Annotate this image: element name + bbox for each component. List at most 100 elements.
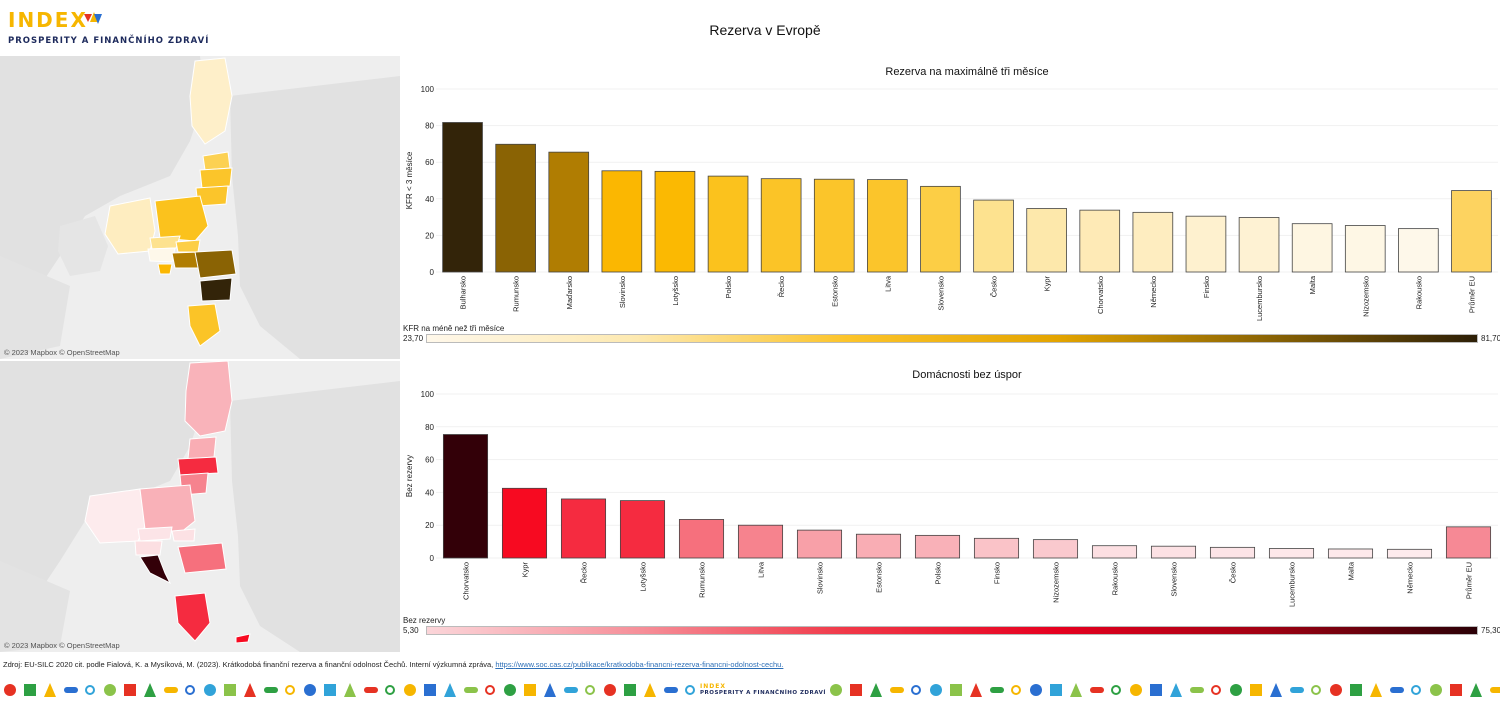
x-tick-label: Německo: [1149, 276, 1158, 308]
x-tick-label: Finsko: [1202, 276, 1211, 298]
x-tick-label: Slovensko: [936, 276, 945, 311]
x-tick-label: Řecko: [580, 562, 589, 583]
x-tick-label: Estonsko: [875, 562, 884, 593]
bar[interactable]: [1026, 208, 1067, 273]
bar[interactable]: [914, 534, 961, 559]
decor-bar: [1190, 687, 1204, 693]
bar[interactable]: [1209, 546, 1256, 559]
x-tick-label: Lotyšsko: [671, 276, 680, 306]
bar[interactable]: [619, 500, 666, 559]
y-tick-label: 60: [425, 158, 434, 167]
decor-triangle: [1270, 683, 1282, 697]
decor-ring: [1311, 685, 1321, 695]
bar[interactable]: [560, 498, 607, 559]
decor-triangle: [244, 683, 256, 697]
bar[interactable]: [1291, 223, 1333, 273]
decor-bar: [464, 687, 478, 693]
bar[interactable]: [678, 519, 725, 559]
source-text: Zdroj: EU-SILC 2020 cit. podle Fialová, …: [3, 660, 496, 669]
bar[interactable]: [973, 199, 1014, 273]
bar[interactable]: [442, 434, 489, 559]
bar[interactable]: [920, 185, 961, 273]
europe-map-top: [0, 56, 400, 359]
bar[interactable]: [1451, 190, 1492, 273]
bar[interactable]: [548, 151, 590, 273]
bar[interactable]: [1091, 545, 1138, 559]
bar[interactable]: [1079, 209, 1121, 273]
decor-ring: [285, 685, 295, 695]
bar[interactable]: [501, 487, 548, 559]
strip-logo: INDEX PROSPERITY A FINANČNÍHO ZDRAVÍ: [700, 683, 825, 699]
bar[interactable]: [1398, 228, 1439, 273]
decor-ring: [1111, 685, 1121, 695]
y-tick-label: 0: [430, 554, 435, 563]
decor-ring: [85, 685, 95, 695]
x-tick-label: Lotyšsko: [639, 562, 648, 592]
bar[interactable]: [1344, 225, 1386, 273]
x-tick-label: Malta: [1308, 275, 1317, 294]
y-tick-label: 20: [425, 231, 434, 240]
bar[interactable]: [1327, 548, 1374, 559]
y-tick-label: 40: [425, 195, 434, 204]
x-tick-label: Rakousko: [1414, 276, 1423, 309]
y-tick-label: 20: [425, 521, 434, 530]
bar[interactable]: [737, 524, 784, 559]
decor-ring: [585, 685, 595, 695]
bar[interactable]: [760, 178, 802, 273]
bar[interactable]: [1150, 545, 1197, 559]
bar[interactable]: [1238, 217, 1280, 273]
x-tick-label: Kypr: [521, 561, 530, 577]
decor-square: [24, 684, 36, 696]
y-axis-label: Bez rezervy: [405, 455, 414, 497]
x-tick-label: Finsko: [993, 562, 1002, 584]
bar[interactable]: [1268, 548, 1315, 559]
x-tick-label: Lucembursko: [1255, 276, 1264, 321]
bar[interactable]: [813, 178, 855, 273]
bar[interactable]: [495, 143, 536, 273]
source-link[interactable]: https://www.soc.cas.cz/publikace/kratkod…: [495, 660, 784, 669]
bar[interactable]: [442, 122, 483, 273]
legend-min-label: 5,30: [403, 626, 419, 635]
bar[interactable]: [1445, 526, 1492, 559]
legend-title: KFR na méně než tři měsíce: [403, 324, 505, 333]
chart-title: Rezerva na maximálně tři měsíce: [885, 66, 1048, 78]
legend-gradient-bar: [426, 334, 1478, 343]
bar[interactable]: [601, 170, 643, 273]
decor-bar: [1090, 687, 1104, 693]
x-tick-label: Lucembursko: [1288, 562, 1297, 607]
bar[interactable]: [796, 529, 843, 559]
x-tick-label: Litva: [883, 275, 892, 292]
decor-circle: [830, 684, 842, 696]
x-tick-label: Polsko: [934, 562, 943, 585]
map-reserve-three-months[interactable]: © 2023 Mapbox © OpenStreetMap: [0, 56, 400, 359]
decor-circle: [1330, 684, 1342, 696]
bar[interactable]: [707, 175, 749, 273]
bar[interactable]: [867, 179, 908, 273]
decor-bar: [1290, 687, 1304, 693]
legend-gradient-bar: [426, 626, 1478, 635]
map-credit-bottom[interactable]: © 2023 Mapbox © OpenStreetMap: [4, 641, 120, 650]
x-tick-label: Kypr: [1043, 275, 1052, 291]
x-tick-label: Polsko: [724, 276, 733, 299]
bar[interactable]: [855, 533, 902, 559]
bar[interactable]: [1386, 548, 1433, 559]
legend-max-label: 75,30: [1481, 626, 1500, 635]
map-credit-top[interactable]: © 2023 Mapbox © OpenStreetMap: [4, 348, 120, 357]
bar[interactable]: [1032, 539, 1079, 559]
decor-square: [1050, 684, 1062, 696]
map-households-no-savings[interactable]: © 2023 Mapbox © OpenStreetMap: [0, 361, 400, 652]
decorative-icons-strip: [4, 683, 1500, 697]
decor-bar: [164, 687, 178, 693]
bar[interactable]: [654, 170, 696, 273]
decor-square: [850, 684, 862, 696]
bar[interactable]: [1185, 215, 1227, 273]
decor-triangle: [1070, 683, 1082, 697]
no-savings-bar-chart: Domácnosti bez úspor 0 20 40 60 80 100 Bez reze…: [405, 369, 1498, 607]
europe-map-bottom: [0, 361, 400, 652]
bar[interactable]: [973, 537, 1020, 559]
decor-circle: [504, 684, 516, 696]
logo-triangles-icon: [84, 12, 102, 24]
decor-triangle: [444, 683, 456, 697]
decor-circle: [1430, 684, 1442, 696]
bar[interactable]: [1132, 211, 1174, 273]
